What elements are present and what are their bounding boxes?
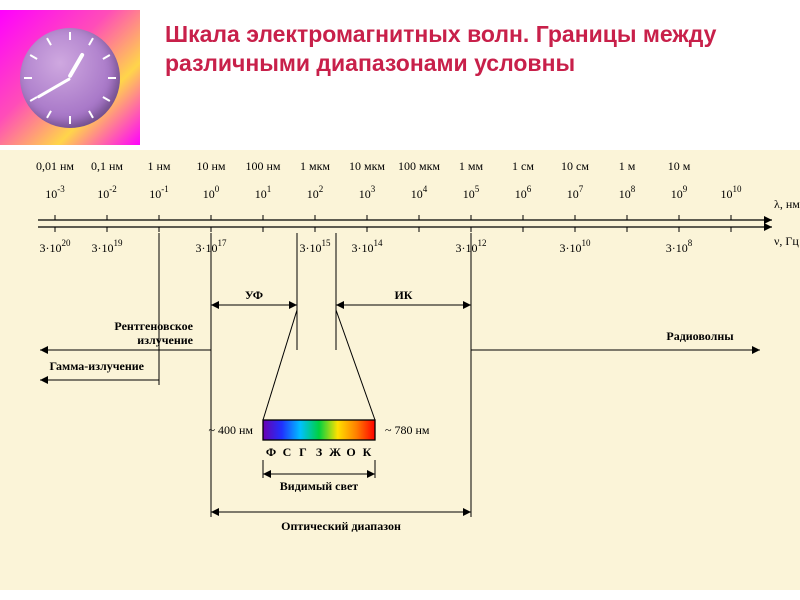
svg-text:Видимый свет: Видимый свет <box>280 479 358 493</box>
svg-text:1 нм: 1 нм <box>147 159 170 173</box>
svg-text:108: 108 <box>619 184 636 201</box>
svg-text:3·108: 3·108 <box>666 238 693 255</box>
decorative-clock-image <box>0 10 140 145</box>
svg-text:102: 102 <box>307 184 324 201</box>
svg-text:~ 400 нм: ~ 400 нм <box>208 423 253 437</box>
svg-text:100 нм: 100 нм <box>245 159 280 173</box>
svg-text:100: 100 <box>203 184 220 201</box>
svg-text:~ 780 нм: ~ 780 нм <box>385 423 430 437</box>
svg-text:Оптический диапазон: Оптический диапазон <box>281 519 401 533</box>
svg-text:0,01 нм: 0,01 нм <box>36 159 74 173</box>
svg-text:10-3: 10-3 <box>45 184 65 201</box>
svg-text:3·1019: 3·1019 <box>92 238 124 255</box>
svg-text:Г: Г <box>299 445 307 459</box>
svg-text:0,1 нм: 0,1 нм <box>91 159 123 173</box>
svg-text:Рентгеновское: Рентгеновское <box>114 319 193 333</box>
svg-text:Радиоволны: Радиоволны <box>666 329 734 343</box>
svg-text:10 м: 10 м <box>668 159 691 173</box>
svg-text:3·1020: 3·1020 <box>40 238 72 255</box>
svg-text:Ф: Ф <box>266 445 276 459</box>
svg-text:10 мкм: 10 мкм <box>349 159 385 173</box>
svg-text:10-2: 10-2 <box>97 184 117 201</box>
svg-text:1 мм: 1 мм <box>459 159 484 173</box>
svg-text:106: 106 <box>515 184 532 201</box>
svg-text:3·1014: 3·1014 <box>352 238 384 255</box>
svg-text:10 нм: 10 нм <box>196 159 225 173</box>
svg-text:λ, нм: λ, нм <box>774 197 800 211</box>
svg-text:105: 105 <box>463 184 480 201</box>
svg-text:3·1015: 3·1015 <box>300 238 332 255</box>
svg-text:УФ: УФ <box>245 288 263 302</box>
svg-text:103: 103 <box>359 184 376 201</box>
svg-text:101: 101 <box>255 184 272 201</box>
slide-header: Шкала электромагнитных волн. Границы меж… <box>0 0 800 145</box>
svg-text:К: К <box>363 445 372 459</box>
svg-text:100 мкм: 100 мкм <box>398 159 440 173</box>
svg-text:Ж: Ж <box>329 445 341 459</box>
slide-title: Шкала электромагнитных волн. Границы меж… <box>165 10 725 78</box>
em-spectrum-diagram: λ, нм ν, Гц 0,01 нм 10-3 3·1020 0,1 нм 10-2 3·1… <box>0 150 800 590</box>
svg-text:ν, Гц: ν, Гц <box>774 234 799 248</box>
svg-text:1010: 1010 <box>721 184 743 201</box>
svg-text:излучение: излучение <box>137 333 193 347</box>
svg-text:ИК: ИК <box>394 288 412 302</box>
svg-text:Гамма-излучение: Гамма-излучение <box>49 359 144 373</box>
svg-text:10 см: 10 см <box>561 159 589 173</box>
clock-icon <box>20 28 120 128</box>
svg-text:109: 109 <box>671 184 688 201</box>
svg-text:О: О <box>346 445 355 459</box>
svg-text:1 мкм: 1 мкм <box>300 159 330 173</box>
svg-text:10-1: 10-1 <box>149 184 169 201</box>
svg-text:3·1010: 3·1010 <box>560 238 592 255</box>
svg-text:1 м: 1 м <box>619 159 636 173</box>
svg-text:1 см: 1 см <box>512 159 534 173</box>
svg-text:С: С <box>283 445 292 459</box>
svg-text:107: 107 <box>567 184 584 201</box>
svg-text:З: З <box>316 445 322 459</box>
svg-text:104: 104 <box>411 184 428 201</box>
